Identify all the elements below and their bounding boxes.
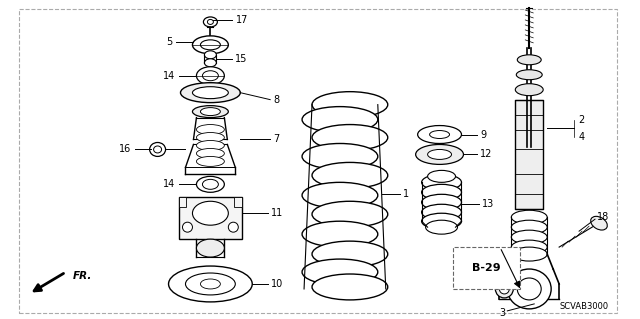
- Text: 13: 13: [483, 199, 495, 209]
- Ellipse shape: [418, 126, 461, 144]
- Ellipse shape: [511, 220, 547, 234]
- Ellipse shape: [196, 148, 225, 159]
- Ellipse shape: [204, 17, 218, 27]
- Text: 14: 14: [163, 179, 175, 189]
- Ellipse shape: [511, 230, 547, 244]
- Ellipse shape: [422, 184, 461, 200]
- Text: 3: 3: [499, 308, 506, 318]
- Ellipse shape: [312, 92, 388, 118]
- Ellipse shape: [196, 156, 225, 167]
- Ellipse shape: [200, 279, 220, 289]
- Ellipse shape: [511, 247, 547, 261]
- Text: FR.: FR.: [73, 271, 92, 281]
- Text: B-29: B-29: [472, 263, 500, 273]
- Ellipse shape: [422, 213, 461, 229]
- Ellipse shape: [200, 108, 220, 115]
- Text: 11: 11: [271, 208, 284, 218]
- Ellipse shape: [302, 107, 378, 132]
- Ellipse shape: [511, 240, 547, 254]
- Ellipse shape: [180, 83, 240, 103]
- Ellipse shape: [312, 124, 388, 151]
- Text: 9: 9: [481, 130, 486, 139]
- Ellipse shape: [302, 221, 378, 247]
- Bar: [179, 197, 243, 239]
- Text: 12: 12: [481, 149, 493, 160]
- Ellipse shape: [207, 19, 213, 25]
- Ellipse shape: [196, 124, 225, 135]
- Text: 2: 2: [578, 115, 584, 124]
- Text: 1: 1: [403, 189, 409, 199]
- Ellipse shape: [302, 144, 378, 169]
- Text: 18: 18: [597, 212, 609, 222]
- Ellipse shape: [204, 59, 216, 67]
- Ellipse shape: [422, 194, 461, 210]
- Ellipse shape: [150, 143, 166, 156]
- Ellipse shape: [511, 210, 547, 224]
- Ellipse shape: [508, 269, 551, 309]
- Text: 6: 6: [492, 274, 497, 284]
- Bar: [179, 197, 186, 207]
- Text: 15: 15: [236, 54, 248, 64]
- Bar: [452, 247, 520, 289]
- Text: 10: 10: [271, 279, 284, 289]
- Text: 14: 14: [163, 71, 175, 81]
- Ellipse shape: [591, 216, 607, 230]
- Text: 5: 5: [166, 37, 173, 47]
- Text: 16: 16: [120, 145, 132, 154]
- Ellipse shape: [196, 140, 225, 151]
- Ellipse shape: [193, 106, 228, 118]
- Text: SCVAB3000: SCVAB3000: [560, 302, 609, 311]
- Ellipse shape: [499, 284, 509, 294]
- Ellipse shape: [517, 55, 541, 65]
- Ellipse shape: [302, 182, 378, 208]
- Ellipse shape: [302, 259, 378, 285]
- Bar: [515, 100, 543, 209]
- Ellipse shape: [415, 145, 463, 164]
- Text: 7: 7: [273, 135, 280, 145]
- Ellipse shape: [193, 36, 228, 54]
- Ellipse shape: [186, 273, 236, 295]
- Ellipse shape: [196, 239, 225, 257]
- Ellipse shape: [422, 204, 461, 220]
- Ellipse shape: [196, 67, 225, 85]
- Ellipse shape: [202, 71, 218, 81]
- Ellipse shape: [228, 222, 238, 232]
- Ellipse shape: [312, 241, 388, 267]
- Text: 8: 8: [273, 95, 279, 105]
- Ellipse shape: [168, 266, 252, 302]
- Ellipse shape: [426, 220, 458, 234]
- Ellipse shape: [204, 51, 216, 59]
- Text: 17: 17: [236, 15, 249, 25]
- Ellipse shape: [428, 150, 452, 160]
- Bar: [234, 197, 243, 207]
- Ellipse shape: [312, 162, 388, 188]
- Ellipse shape: [200, 40, 220, 50]
- Ellipse shape: [516, 70, 542, 80]
- Ellipse shape: [196, 132, 225, 143]
- Ellipse shape: [154, 146, 161, 153]
- Ellipse shape: [495, 280, 513, 298]
- Ellipse shape: [517, 278, 541, 300]
- Ellipse shape: [182, 222, 193, 232]
- Ellipse shape: [428, 170, 456, 182]
- Ellipse shape: [202, 179, 218, 189]
- Ellipse shape: [422, 174, 461, 190]
- Ellipse shape: [193, 201, 228, 225]
- Ellipse shape: [312, 201, 388, 227]
- Ellipse shape: [312, 274, 388, 300]
- Ellipse shape: [196, 176, 225, 192]
- Ellipse shape: [515, 84, 543, 96]
- Ellipse shape: [429, 130, 449, 138]
- Text: 4: 4: [578, 131, 584, 142]
- Ellipse shape: [193, 87, 228, 99]
